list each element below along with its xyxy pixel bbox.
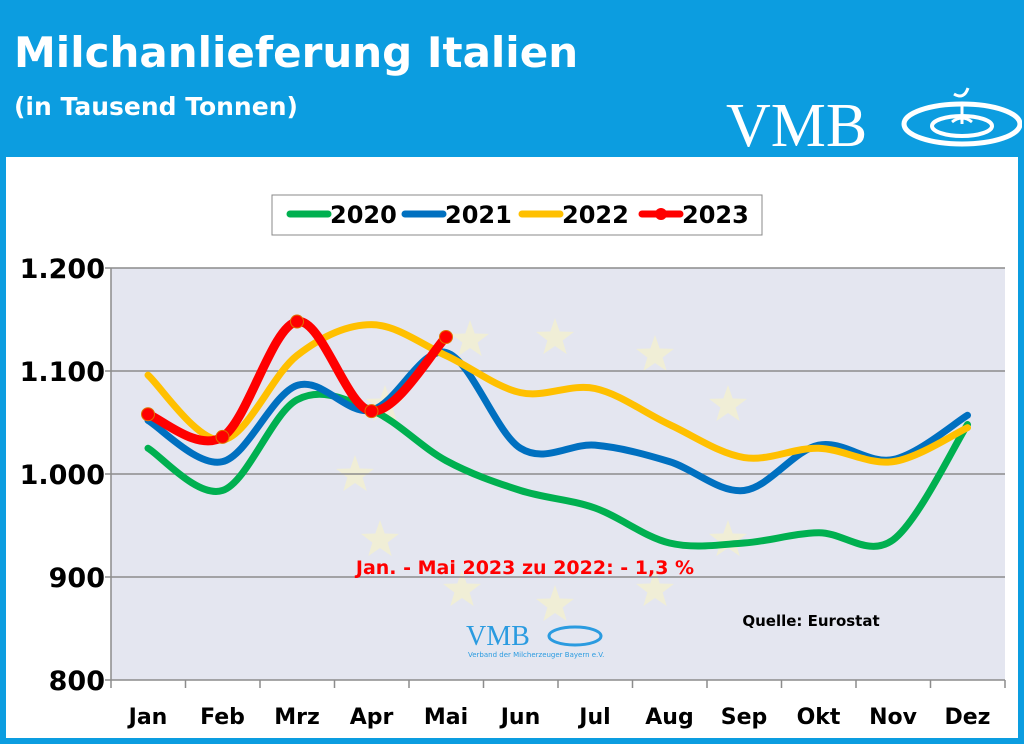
y-tick-label: 1.100 (20, 357, 105, 388)
series-line-2020 (144, 390, 971, 550)
vmb-logo: VMB (726, 87, 1022, 150)
svg-text:VMB: VMB (726, 92, 867, 150)
legend-label-2021: 2021 (445, 201, 512, 229)
star-icon (535, 585, 575, 622)
data-point-2023 (290, 314, 304, 329)
star-icon (450, 320, 490, 357)
star-icon (442, 570, 482, 607)
star-icon (708, 520, 748, 557)
legend-marker-2023 (655, 208, 667, 220)
x-tick-label: Dez (945, 705, 991, 730)
watermark-logo-swoosh (547, 625, 603, 647)
y-tick-label: 800 (49, 666, 105, 697)
star-icon (635, 335, 675, 372)
y-tick-label: 1.000 (20, 460, 105, 491)
page-title: Milchanlieferung Italien (14, 28, 579, 77)
y-tick-label: 900 (49, 563, 105, 594)
change-annotation: Jan. - Mai 2023 zu 2022: - 1,3 % (354, 557, 694, 579)
x-tick-label: Mrz (274, 705, 320, 730)
data-point-2023 (141, 407, 155, 422)
legend-label-2023: 2023 (682, 201, 749, 229)
star-icon (335, 455, 375, 492)
star-icon (535, 318, 575, 355)
line-chart: 800 900 1.000 1.100 1.200 Jan Feb Mrz Apr Mai Jun J… (4, 155, 1020, 740)
x-tick-label: Jun (499, 705, 541, 730)
data-point-2023 (364, 404, 379, 419)
star-icon (635, 570, 675, 607)
x-tick-label: Mai (424, 705, 468, 730)
header: Milchanlieferung Italien (in Tausend Ton… (0, 0, 1024, 150)
star-icon (360, 520, 400, 557)
series-line-2021 (144, 348, 971, 495)
x-tick-label: Okt (797, 705, 841, 730)
y-tick-label: 1.200 (20, 254, 105, 285)
x-tick-label: Jan (127, 705, 168, 730)
watermark-logo: VMB (466, 621, 530, 652)
x-tick-label: Nov (869, 705, 918, 730)
star-icon (708, 385, 748, 422)
source-annotation: Quelle: Eurostat (742, 612, 879, 630)
x-tick-label: Feb (200, 705, 245, 730)
x-tick-label: Aug (645, 705, 693, 730)
watermark-subtext: Verband der Milcherzeuger Bayern e.V. (468, 651, 604, 659)
x-tick-label: Apr (350, 705, 394, 730)
legend-label-2022: 2022 (562, 201, 629, 229)
x-tick-label: Sep (721, 705, 768, 730)
page-subtitle: (in Tausend Tonnen) (14, 92, 298, 121)
legend-label-2020: 2020 (330, 201, 397, 229)
data-point-2023 (439, 330, 453, 345)
series-line-2022 (144, 321, 971, 466)
chart-panel: 800 900 1.000 1.100 1.200 Jan Feb Mrz Apr Mai Jun J… (4, 155, 1020, 740)
x-tick-label: Jul (577, 705, 610, 730)
data-point-2023 (215, 429, 230, 444)
